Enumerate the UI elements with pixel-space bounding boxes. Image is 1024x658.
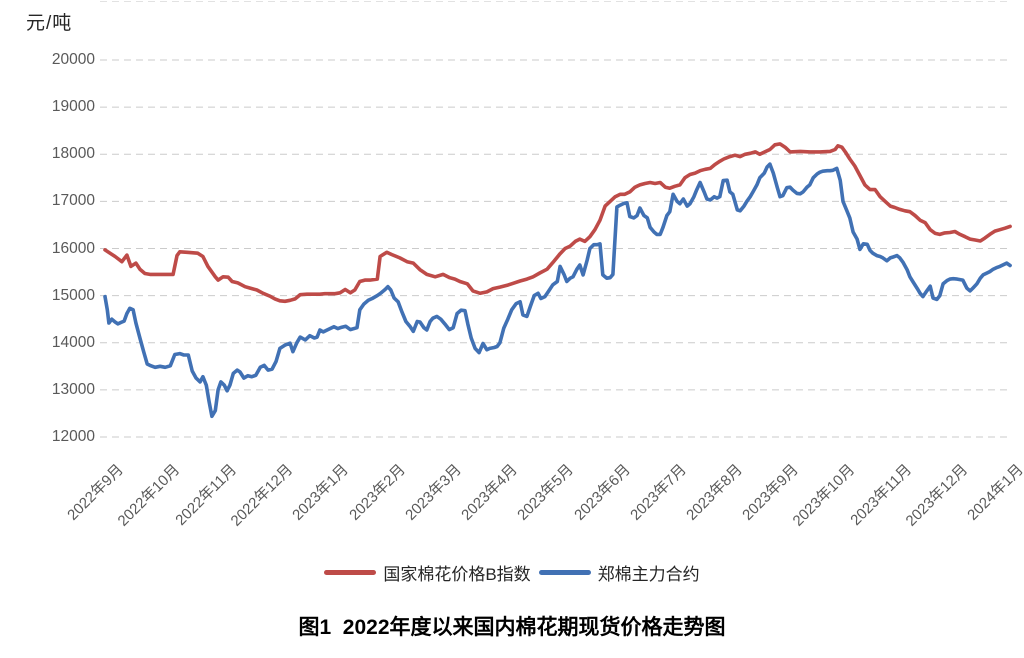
y-tick-label: 20000 (51, 51, 95, 68)
legend-item-futures: 郑棉主力合约 (538, 560, 700, 585)
legend-line-swatch-blue (538, 570, 591, 575)
y-tick-label: 18000 (51, 145, 95, 163)
legend-label-futures: 郑棉主力合约 (597, 565, 700, 584)
y-tick-label: 13000 (51, 380, 95, 398)
chart-caption: 图1 2022年度以来国内棉花期现货价格走势图 (298, 616, 726, 639)
y-axis-unit-label: 元/吨 (26, 13, 73, 34)
legend-label-spot-index: 国家棉花价格B指数 (383, 565, 531, 584)
y-tick-label: 15000 (51, 286, 95, 304)
series-line-spot-index (103, 142, 1012, 304)
legend-item-spot-index: 国家棉花价格B指数 (324, 560, 531, 585)
y-tick-label: 14000 (51, 333, 95, 351)
legend-line-swatch-red (324, 570, 377, 575)
y-tick-label: 16000 (51, 239, 95, 257)
y-tick-label: 19000 (51, 98, 95, 116)
y-tick-label: 17000 (51, 192, 95, 210)
y-tick-label: 12000 (51, 428, 95, 445)
legend: 国家棉花价格B指数 郑棉主力合约 (0, 560, 1024, 585)
series-line-futures (103, 162, 1012, 419)
